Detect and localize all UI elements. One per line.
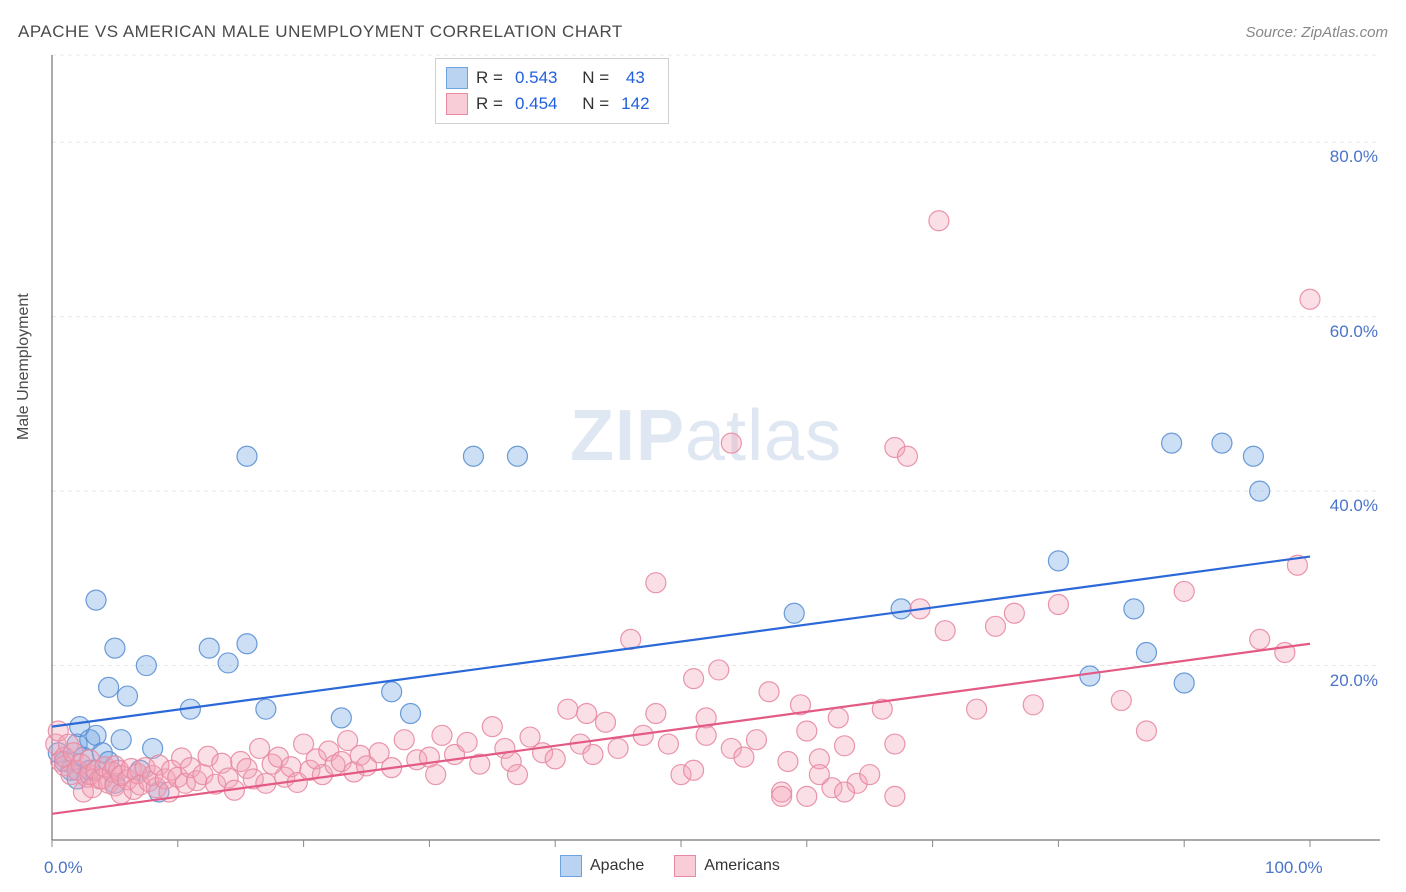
legend-n-label: N =: [582, 91, 609, 117]
y-tick-label: 60.0%: [1330, 322, 1378, 342]
legend-r-value: 0.454: [511, 91, 562, 117]
legend-row-americans: R = 0.454 N = 142: [446, 91, 654, 117]
legend-item-apache: Apache: [560, 855, 644, 877]
legend-label: Americans: [704, 857, 780, 875]
legend-r-label: R =: [476, 91, 503, 117]
legend-swatch-apache-icon: [560, 855, 582, 877]
legend-n-label: N =: [582, 65, 609, 91]
correlation-legend: R = 0.543 N = 43 R = 0.454 N = 142: [435, 58, 669, 124]
series-legend: Apache Americans: [560, 855, 780, 877]
legend-r-label: R =: [476, 65, 503, 91]
y-tick-label: 20.0%: [1330, 671, 1378, 691]
legend-n-value: 142: [617, 91, 653, 117]
y-tick-label: 80.0%: [1330, 147, 1378, 167]
legend-row-apache: R = 0.543 N = 43: [446, 65, 654, 91]
scatter-chart: [0, 0, 1406, 892]
legend-label: Apache: [590, 857, 644, 875]
legend-swatch-apache: [446, 67, 468, 89]
y-tick-label: 40.0%: [1330, 496, 1378, 516]
legend-swatch-americans: [446, 93, 468, 115]
legend-item-americans: Americans: [674, 855, 780, 877]
x-tick-label: 100.0%: [1265, 858, 1323, 878]
x-tick-label: 0.0%: [44, 858, 83, 878]
legend-r-value: 0.543: [511, 65, 562, 91]
legend-swatch-americans-icon: [674, 855, 696, 877]
legend-n-value: 43: [617, 65, 649, 91]
